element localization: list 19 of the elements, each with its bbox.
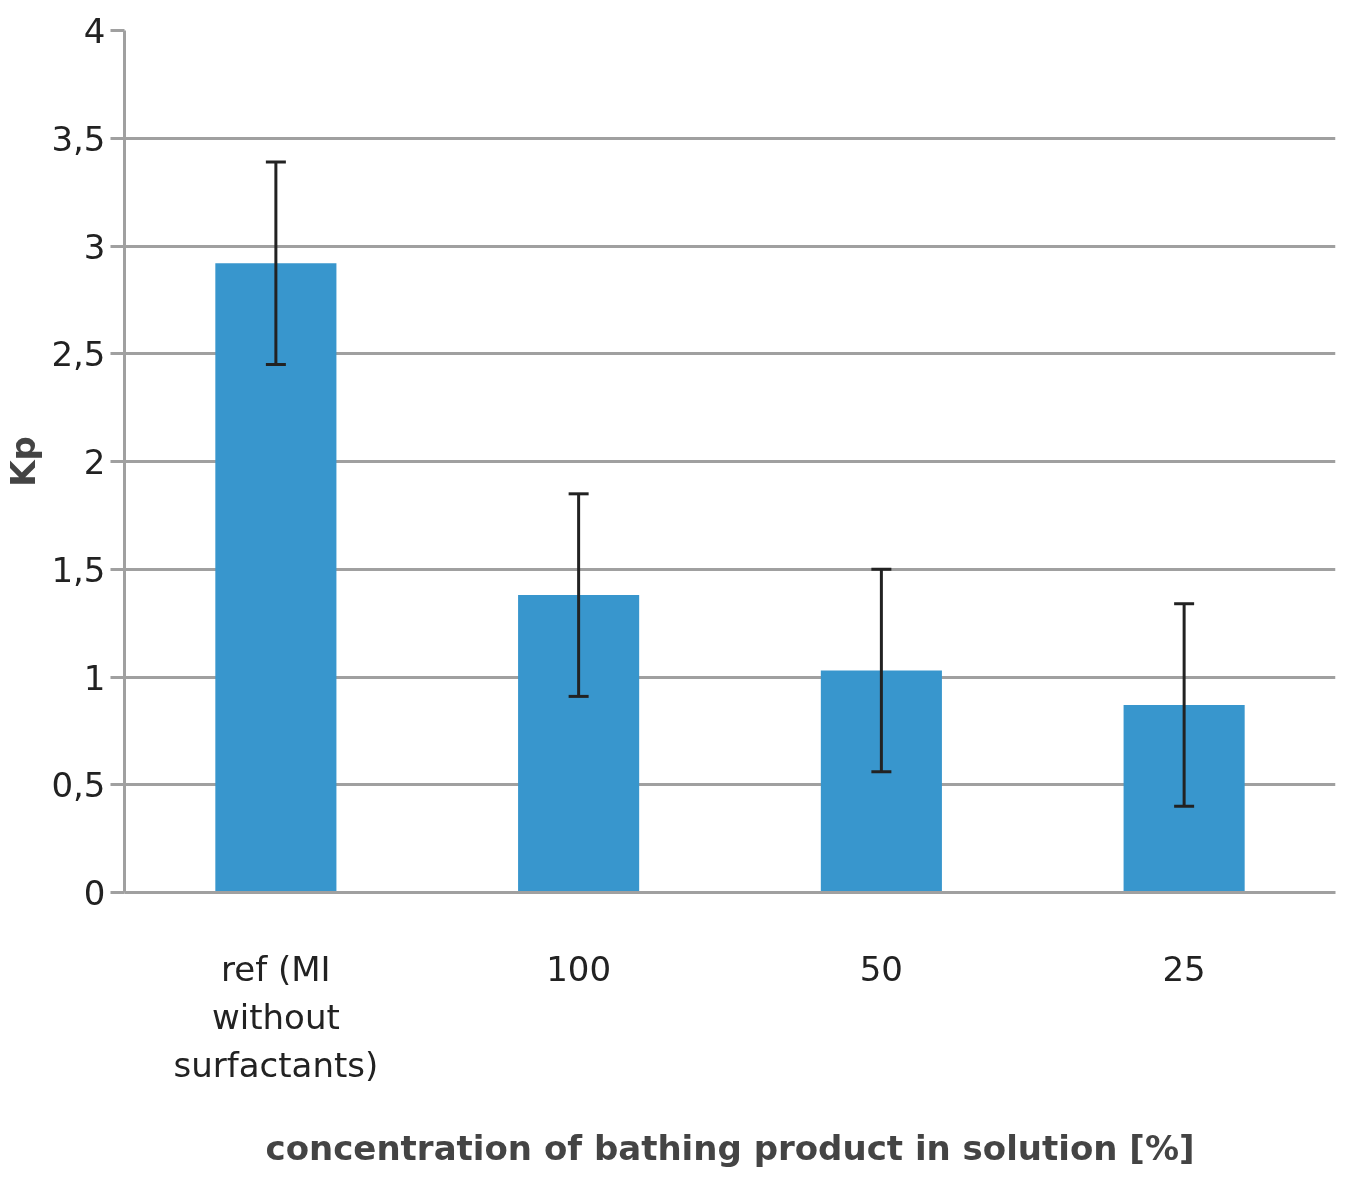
y-tick-label: 2,5 (51, 334, 106, 375)
x-tick-label: 100 (546, 948, 612, 989)
y-axis-title: Kp (3, 436, 44, 487)
y-tick-label: 3 (83, 226, 106, 267)
y-tick-label: 0,5 (51, 765, 106, 806)
y-tick-label: 0 (83, 873, 106, 913)
x-axis-title: concentration of bathing product in solution [%] (265, 1127, 1195, 1168)
x-tick-label: 50 (859, 948, 904, 989)
bar (820, 670, 942, 893)
y-tick-label: 1 (83, 657, 106, 698)
x-tick-label: 25 (1162, 948, 1206, 989)
bar (1123, 705, 1245, 893)
x-tick-label: ref (MI without surfactants) (173, 948, 379, 1085)
bar (518, 595, 640, 893)
y-tick-label: 2 (83, 442, 106, 482)
y-tick-label: 3,5 (51, 118, 106, 159)
bar (215, 263, 337, 893)
y-tick-label: 1,5 (51, 549, 106, 590)
y-tick-label: 4 (83, 11, 106, 51)
